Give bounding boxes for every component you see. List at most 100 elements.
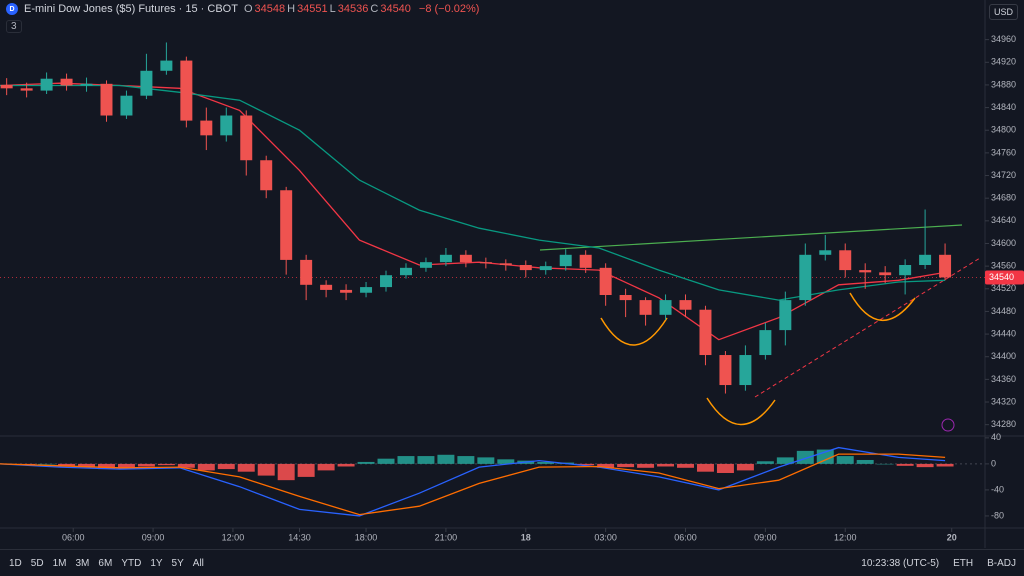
histogram-bar [716,463,734,473]
y-tick-label: 34760 [991,147,1016,157]
candle-body [439,254,452,263]
x-tick-label: 18 [521,532,531,542]
candle-body [539,266,552,271]
histogram-bar [597,463,615,468]
x-tick-label: 12:00 [222,532,245,542]
x-tick-label: 09:00 [754,532,777,542]
histogram-bar [237,463,255,472]
y-tick-label: 0 [991,458,996,468]
timeframe[interactable]: YTD [121,557,142,569]
histogram-bar [377,458,395,464]
candle-body [619,295,632,301]
arc-drawing [706,397,776,426]
candle-body [60,78,73,86]
indicator-count[interactable]: 3 [6,20,22,33]
symbol-badge: D [6,3,18,15]
x-tick-label: 20 [947,532,957,542]
histogram-bar [497,459,515,464]
alert-icon[interactable] [941,418,955,432]
candle-body [699,309,712,356]
y-tick-label: 34440 [991,328,1016,338]
y-tick-label: -80 [991,510,1004,520]
candle-body [360,287,373,293]
timeframe[interactable]: 1Y [150,557,163,569]
candle-body [120,95,133,116]
timeframe[interactable]: 6M [98,557,113,569]
timeframe[interactable]: 5Y [171,557,184,569]
candle-body [899,264,912,276]
candle-body [300,259,313,285]
y-tick-label: 34920 [991,57,1016,67]
histogram-bar [177,463,195,468]
histogram-bar [197,463,215,471]
timeframe[interactable]: 3M [75,557,90,569]
candle-body [579,254,592,268]
y-tick-label: 34880 [991,79,1016,89]
candle-body [559,254,572,267]
candle-body [380,275,393,288]
histogram-bar [437,454,455,464]
histogram-bar [337,463,355,467]
candle-body [599,267,612,296]
currency[interactable]: USD [988,4,1018,20]
histogram-bar [357,461,375,464]
histogram-bar [397,456,415,464]
histogram-bar [637,463,655,468]
histogram-bar [696,463,714,472]
candle-body [779,300,792,331]
x-tick-label: 14:30 [288,532,311,542]
y-tick-label: 34800 [991,125,1016,135]
symbol-title[interactable]: E-mini Dow Jones ($5) Futures · 15 · CBO… [24,3,238,15]
session[interactable]: ETH [953,557,974,569]
ohlc-key: O [243,3,253,15]
y-tick-label: 34480 [991,306,1016,316]
candle-body [519,264,532,271]
candle-body [459,254,472,263]
y-tick-label: 34600 [991,238,1016,248]
candle-body [679,300,692,310]
histogram-bar [257,463,275,476]
change: −8 (−0.02%) [418,3,480,15]
histogram-bar [677,463,694,468]
histogram-bar [537,461,555,464]
candle-body [320,284,333,290]
histogram-bar [856,459,874,464]
candle-body [200,120,213,136]
histogram-bar [117,463,135,469]
histogram-bar [157,463,175,466]
histogram-bar [457,456,475,464]
histogram-bar [137,463,155,467]
candle-body [739,355,752,386]
histogram-bar [317,463,335,471]
y-tick-label: -40 [991,484,1004,494]
candle-body [340,289,353,293]
candle-body [220,115,233,136]
histogram-bar [936,463,954,467]
timeframe[interactable]: 1M [52,557,67,569]
histogram-bar [297,463,315,477]
candle-body [839,250,852,271]
ohlc-key: C [370,3,379,15]
timeframe[interactable]: All [192,557,204,569]
candle-body [819,250,832,255]
candle-body [939,254,952,278]
histogram-bar [217,463,235,470]
candle-body [479,262,492,264]
timeframe[interactable]: 1D [9,557,22,569]
last-price-label: 34540 [989,272,1014,282]
timeframe[interactable]: 5D [30,557,44,569]
histogram-bar [58,463,76,466]
trendline [539,224,963,251]
histogram-bar [577,463,595,466]
candle-body [100,83,113,116]
ohlc-value: 34551 [297,3,328,15]
adjustment[interactable]: B-ADJ [987,557,1016,569]
histogram-bar [277,463,295,481]
indicator-line [0,453,946,516]
histogram-bar [657,463,675,467]
histogram-bar [876,463,894,465]
arc-drawing [849,292,916,322]
x-tick-label: 06:00 [62,532,85,542]
x-tick-label: 09:00 [142,532,165,542]
